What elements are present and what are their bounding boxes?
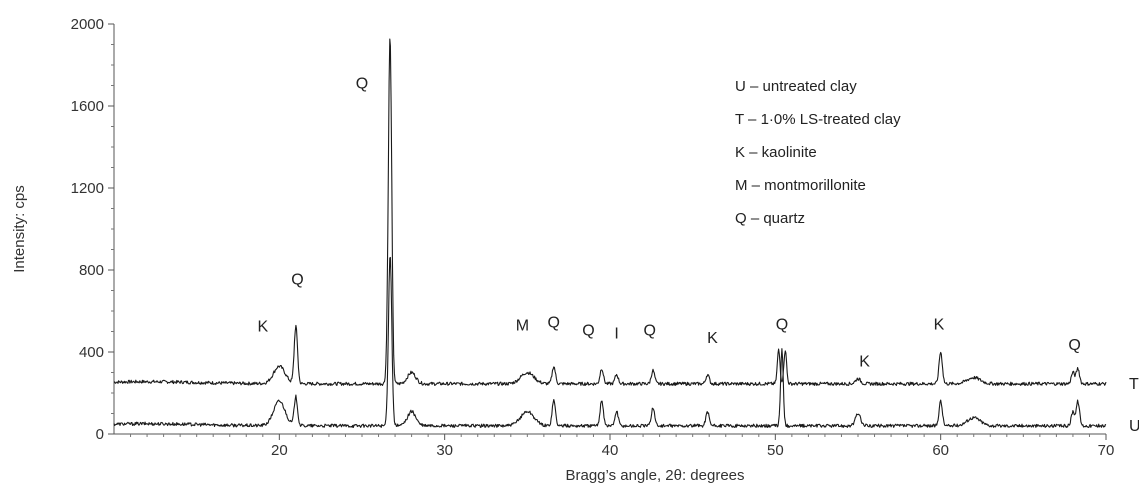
peak-label: K bbox=[257, 319, 268, 336]
peak-label: Q bbox=[1068, 337, 1080, 354]
trace-group bbox=[113, 38, 1107, 428]
y-axis-label: Intensity: cps bbox=[11, 185, 28, 273]
series-label-U: U bbox=[1129, 418, 1139, 435]
peak-label: I bbox=[614, 326, 618, 343]
y-tick-label: 0 bbox=[96, 426, 104, 443]
legend-entry: K – kaolinite bbox=[735, 144, 817, 161]
y-tick-label: 400 bbox=[79, 344, 104, 361]
y-tick-label: 1600 bbox=[71, 98, 104, 115]
legend-entry: U – untreated clay bbox=[735, 78, 857, 95]
x-tick-label: 60 bbox=[932, 442, 949, 459]
y-tick-label: 800 bbox=[79, 262, 104, 279]
peak-label: Q bbox=[291, 271, 303, 288]
annotation-group: Q Q K M Q Q I Q K Q K K Q bbox=[257, 76, 1080, 371]
y-tick-label: 1200 bbox=[71, 180, 104, 197]
series-line-T bbox=[113, 38, 1107, 386]
x-tick-label: 40 bbox=[602, 442, 619, 459]
x-tick-label: 70 bbox=[1098, 442, 1115, 459]
legend: U – untreated clay T – 1·0% LS-treated cl… bbox=[735, 78, 901, 227]
peak-label: M bbox=[516, 317, 529, 334]
peak-label: K bbox=[934, 316, 945, 333]
peak-label: K bbox=[859, 353, 870, 370]
peak-label: Q bbox=[548, 314, 560, 331]
y-tick-label: 2000 bbox=[71, 16, 104, 33]
peak-label: Q bbox=[356, 76, 368, 93]
x-tick-label: 50 bbox=[767, 442, 784, 459]
series-label-group: TU bbox=[1129, 376, 1139, 435]
legend-entry: M – montmorillonite bbox=[735, 177, 866, 194]
peak-label: Q bbox=[776, 316, 788, 333]
x-tick-label: 30 bbox=[436, 442, 453, 459]
series-label-T: T bbox=[1129, 376, 1139, 393]
peak-label: Q bbox=[643, 323, 655, 340]
legend-entry: Q – quartz bbox=[735, 210, 805, 227]
x-axis-label: Bragg’s angle, 2θ: degrees bbox=[565, 467, 744, 484]
peak-label: K bbox=[707, 330, 718, 347]
series-line-U bbox=[113, 256, 1107, 428]
legend-entry: T – 1·0% LS-treated clay bbox=[735, 111, 901, 128]
tick-group: 20 30 40 50 60 70 0 400 800 1200 1600 2000 bbox=[71, 16, 1115, 459]
x-tick-label: 20 bbox=[271, 442, 288, 459]
peak-label: Q bbox=[582, 323, 594, 340]
